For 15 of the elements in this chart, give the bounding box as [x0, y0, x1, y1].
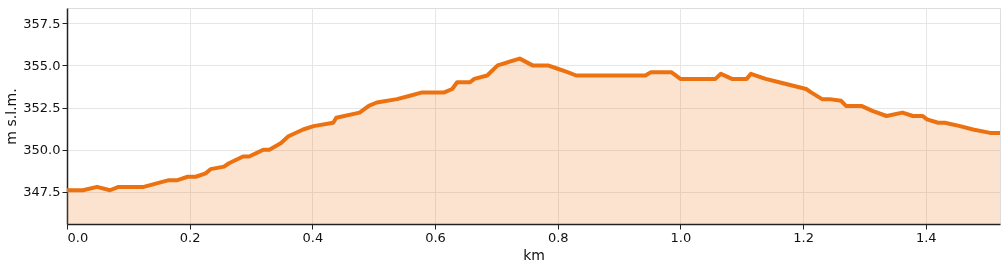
- x-axis-title: km: [523, 246, 545, 263]
- x-tick-label: 0.6: [425, 229, 446, 245]
- x-tick-label: 1.2: [793, 229, 814, 245]
- x-tick-label: 0.2: [179, 229, 201, 245]
- x-tick-label: 1.0: [670, 229, 692, 245]
- y-tick-label: 347.5: [23, 184, 61, 200]
- x-tick-label: 1.4: [915, 229, 937, 245]
- y-axis-title: m s.l.m.: [3, 88, 20, 145]
- y-tick-label: 352.5: [23, 100, 61, 116]
- x-tick-label: 0.0: [67, 229, 89, 245]
- x-tick-label: 0.8: [547, 229, 569, 245]
- y-tick-label: 350.0: [23, 142, 61, 158]
- y-tick-label: 355.0: [23, 57, 61, 73]
- y-tick-label: 357.5: [23, 15, 61, 31]
- x-tick-label: 0.4: [302, 229, 324, 245]
